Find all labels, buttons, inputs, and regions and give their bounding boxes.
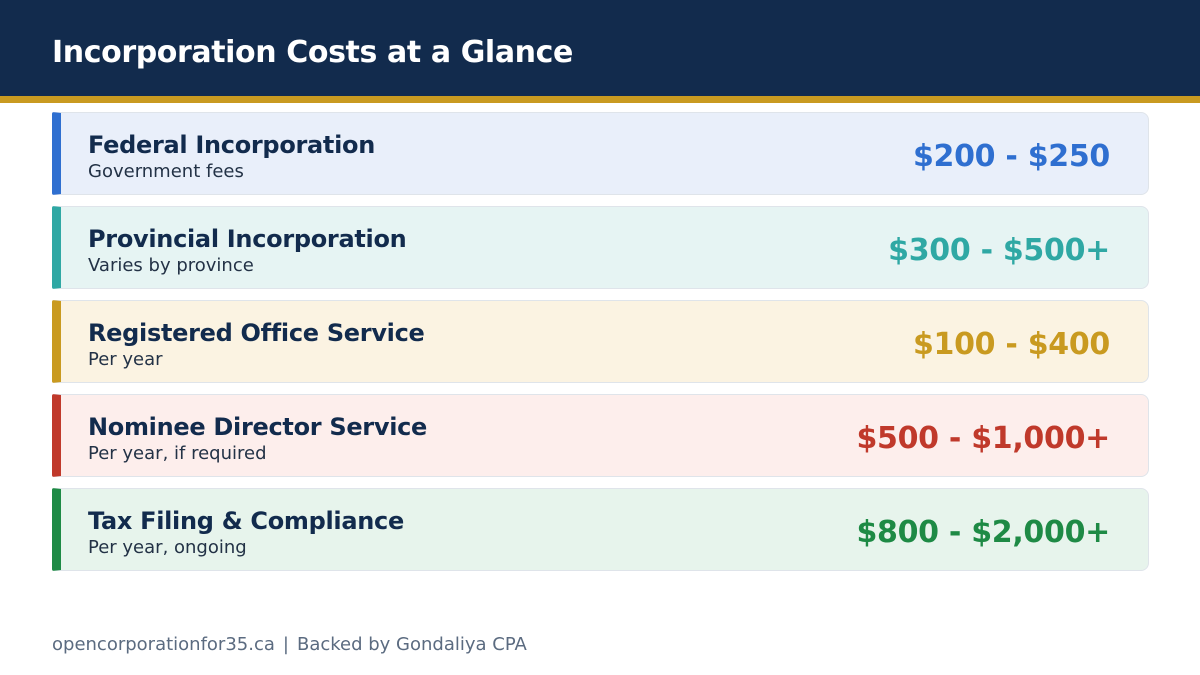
cost-row-federal-incorporation: Federal Incorporation Government fees $2…: [52, 112, 1149, 195]
row-subtitle: Per year, ongoing: [88, 537, 247, 558]
footer-backer: Backed by Gondaliya CPA: [296, 634, 527, 655]
row-subtitle: Government fees: [88, 161, 244, 182]
row-subtitle: Per year, if required: [88, 443, 267, 464]
header-accent-stripe: [0, 96, 1200, 103]
row-price: $200 - $250: [912, 139, 1110, 174]
row-subtitle: Per year: [88, 349, 163, 370]
cost-row-nominee-director-service: Nominee Director Service Per year, if re…: [52, 394, 1149, 477]
row-title: Provincial Incorporation: [88, 225, 407, 253]
row-title: Registered Office Service: [88, 319, 425, 347]
footer-separator: |: [282, 634, 289, 655]
row-title: Tax Filing & Compliance: [88, 507, 404, 535]
row-price: $100 - $400: [912, 327, 1110, 362]
footer: opencorporationfor35.ca | Backed by Gondal…: [52, 633, 527, 657]
cost-row-tax-filing-compliance: Tax Filing & Compliance Per year, ongoin…: [52, 488, 1149, 571]
row-title: Federal Incorporation: [88, 131, 376, 159]
row-subtitle: Varies by province: [88, 255, 254, 276]
page-title: Incorporation Costs at a Glance: [52, 35, 573, 70]
footer-site-link[interactable]: opencorporationfor35.ca: [52, 634, 275, 655]
cost-list: Federal Incorporation Government fees $2…: [52, 112, 1149, 582]
row-price: $300 - $500+: [888, 233, 1110, 268]
cost-row-provincial-incorporation: Provincial Incorporation Varies by provi…: [52, 206, 1149, 289]
header-bar: Incorporation Costs at a Glance: [0, 0, 1200, 96]
row-price: $800 - $2,000+: [856, 515, 1110, 550]
row-title: Nominee Director Service: [88, 413, 428, 441]
cost-row-registered-office-service: Registered Office Service Per year $100 …: [52, 300, 1149, 383]
row-price: $500 - $1,000+: [856, 421, 1110, 456]
